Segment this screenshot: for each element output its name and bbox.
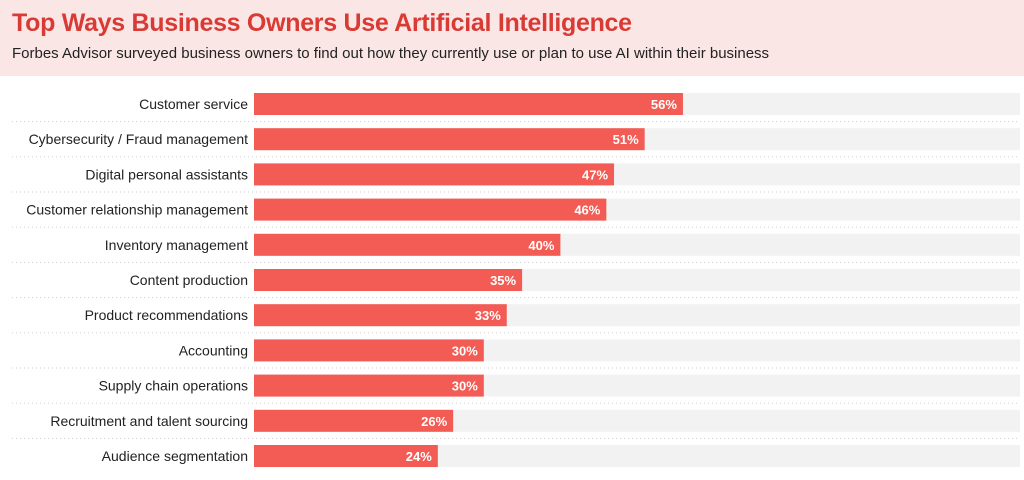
bar-supply-chain-operations	[254, 374, 484, 397]
value-label: 30%	[452, 343, 478, 358]
bar-audience-segmentation	[254, 445, 438, 467]
bar-customer-relationship-management	[254, 198, 607, 221]
value-label: 33%	[475, 308, 501, 323]
value-label: 26%	[421, 414, 447, 429]
bar-recruitment-and-talent-sourcing	[254, 409, 454, 432]
category-label: Customer service	[139, 96, 248, 112]
category-label: Inventory management	[105, 237, 248, 253]
category-label: Recruitment and talent sourcing	[50, 413, 248, 429]
bar-cybersecurity-fraud-management	[254, 128, 645, 151]
category-label: Supply chain operations	[99, 378, 248, 394]
category-label: Product recommendations	[85, 307, 248, 323]
bar-accounting	[254, 339, 484, 362]
category-label: Customer relationship management	[26, 202, 248, 218]
value-label: 47%	[582, 167, 608, 182]
category-label: Accounting	[179, 342, 248, 358]
value-label: 51%	[613, 132, 639, 147]
bar-content-production	[254, 269, 523, 291]
category-label: Cybersecurity / Fraud management	[29, 131, 249, 147]
value-label: 40%	[528, 238, 554, 253]
chart-subtitle: Forbes Advisor surveyed business owners …	[12, 45, 770, 62]
value-label: 46%	[574, 203, 600, 218]
bar-chart: Customer service 56% Cybersecurity / Fraud…	[12, 93, 1020, 467]
category-label: Content production	[130, 272, 248, 288]
value-label: 24%	[406, 449, 432, 464]
category-label: Audience segmentation	[102, 448, 248, 464]
value-label: 56%	[651, 97, 677, 112]
bar-track	[254, 445, 1020, 467]
bar-inventory-management	[254, 233, 561, 256]
chart-title: Top Ways Business Owners Use Artificial …	[12, 9, 632, 37]
bar-product-recommendations	[254, 304, 507, 327]
bar-digital-personal-assistants	[254, 163, 615, 186]
category-label: Digital personal assistants	[85, 166, 248, 182]
value-label: 35%	[490, 273, 516, 288]
bar-customer-service	[254, 93, 683, 115]
chart-header: Top Ways Business Owners Use Artificial …	[0, 0, 1024, 76]
value-label: 30%	[452, 379, 478, 394]
